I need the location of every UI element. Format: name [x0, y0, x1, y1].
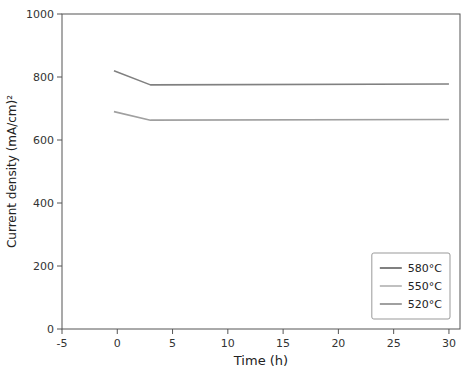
x-tick-label: -5: [57, 337, 68, 350]
x-tick: [62, 329, 63, 334]
y-tick-label: 400: [33, 197, 54, 210]
x-tick: [283, 329, 284, 334]
legend-swatch: [380, 285, 402, 287]
x-tick: [338, 329, 339, 334]
y-tick-label: 600: [33, 134, 54, 147]
plot-frame: [62, 14, 460, 329]
plot-background: [62, 14, 460, 329]
y-tick: [57, 77, 62, 78]
x-tick-label: 30: [442, 337, 456, 350]
x-tick: [172, 329, 173, 334]
x-tick-label: 20: [331, 337, 345, 350]
legend-swatch: [380, 267, 402, 269]
series-line: [114, 71, 449, 85]
series-group: [114, 71, 449, 120]
legend-label: 580°C: [408, 262, 442, 275]
legend-swatch: [380, 303, 402, 305]
x-tick: [448, 329, 449, 334]
y-tick-label: 800: [33, 71, 54, 84]
x-tick-label: 5: [169, 337, 176, 350]
y-tick: [57, 266, 62, 267]
x-tick: [227, 329, 228, 334]
x-tick-label: 0: [114, 337, 121, 350]
chart: -505101520253002004006008001000Time (h)C…: [0, 0, 474, 375]
legend: 580°C 550°C 520°C: [372, 253, 450, 319]
y-tick-label: 0: [47, 323, 54, 336]
y-tick: [57, 140, 62, 141]
x-tick-label: 25: [387, 337, 401, 350]
x-tick-label: 10: [221, 337, 235, 350]
legend-label: 520°C: [408, 298, 442, 311]
y-tick-label: 1000: [26, 8, 54, 21]
y-tick: [57, 203, 62, 204]
axes: -505101520253002004006008001000: [26, 8, 456, 350]
x-axis-label: Time (h): [233, 353, 288, 368]
x-tick-label: 15: [276, 337, 290, 350]
legend-box: [372, 253, 450, 319]
y-axis-label: Current density (mA/cm)²: [5, 95, 19, 248]
x-tick: [393, 329, 394, 334]
y-tick: [57, 14, 62, 15]
y-tick: [57, 329, 62, 330]
series-line: [114, 112, 449, 121]
y-tick-label: 200: [33, 260, 54, 273]
x-tick: [117, 329, 118, 334]
legend-label: 550°C: [408, 280, 442, 293]
